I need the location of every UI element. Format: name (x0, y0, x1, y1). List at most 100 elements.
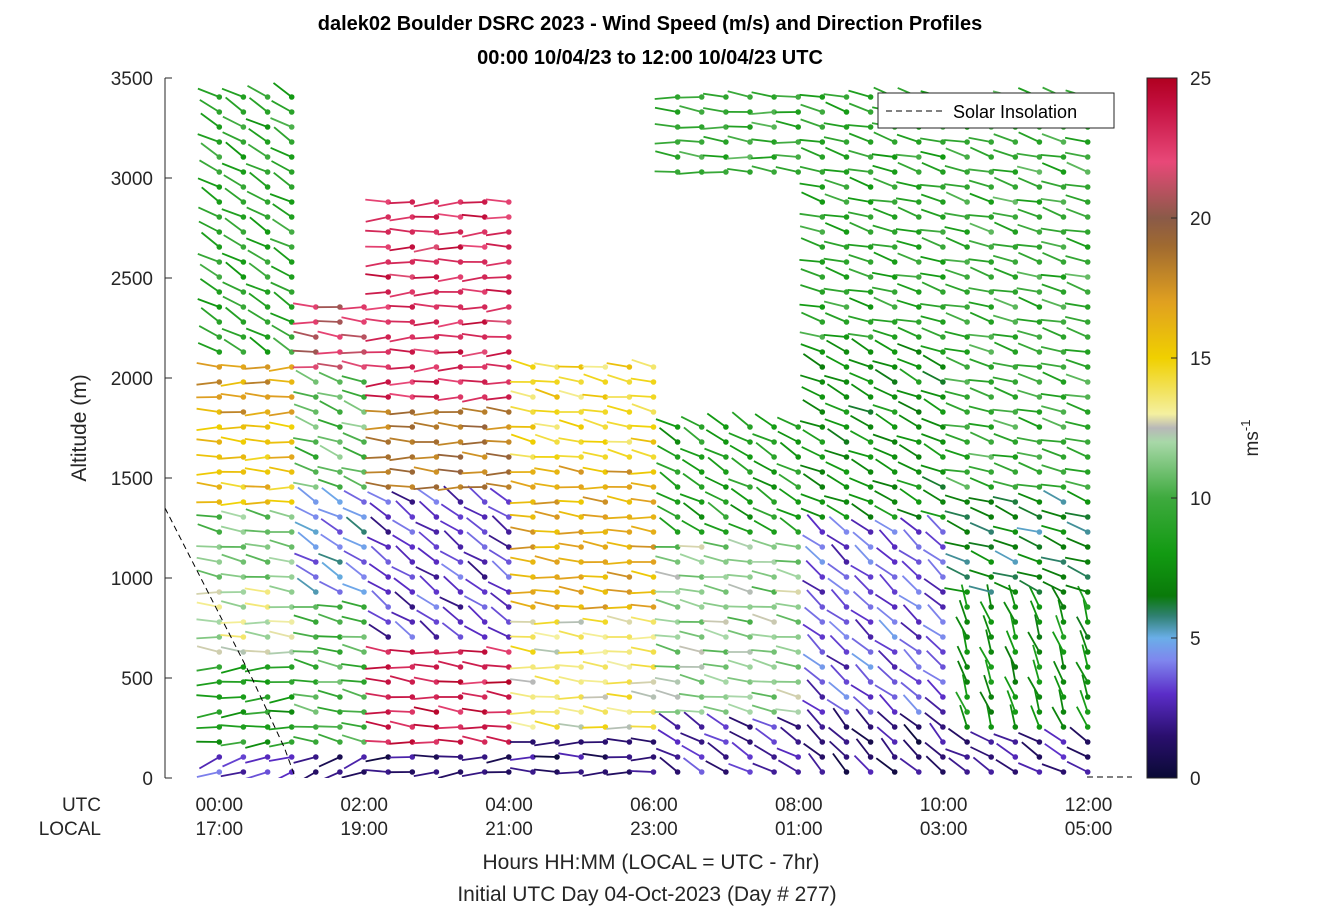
wind-barb-shaft (899, 712, 920, 728)
wind-barb-shaft (993, 733, 1016, 743)
wind-barb-shaft (921, 433, 944, 443)
wind-barb-shaft (992, 571, 1016, 578)
wind-barb-point (626, 769, 633, 775)
wind-barb-shaft (970, 746, 992, 758)
wind-barb-shaft (775, 660, 799, 668)
wind-barb-point (988, 754, 994, 760)
wind-barb-point (554, 424, 560, 430)
wind-barb-point (674, 589, 681, 595)
wind-barb-shaft (656, 462, 678, 473)
wind-barb-point (940, 169, 946, 175)
wind-barb-shaft (631, 403, 654, 413)
wind-barb-point (940, 199, 946, 205)
wind-barb-shaft (802, 534, 823, 548)
wind-barb-shaft (365, 739, 389, 743)
wind-barb-shaft (413, 229, 437, 233)
wind-barb-point (337, 424, 343, 430)
wind-barb-point (506, 499, 512, 505)
wind-barb-shaft (365, 426, 389, 431)
wind-barb-shaft (1019, 579, 1040, 593)
wind-barb-point (1012, 139, 1019, 145)
wind-barb-point (1012, 724, 1019, 730)
wind-barb-shaft (247, 85, 269, 98)
wind-barb-shaft (1064, 512, 1088, 518)
wind-barb-shaft (899, 368, 920, 383)
wind-barb-shaft (944, 139, 968, 143)
wind-barb-point (313, 379, 319, 385)
wind-barb-shaft (823, 495, 847, 503)
wind-barb-shaft (799, 331, 823, 338)
wind-barb-shaft (582, 632, 606, 638)
wind-barb-shaft (775, 708, 799, 713)
wind-barb-shaft (945, 268, 968, 278)
wind-barb-shaft (1018, 296, 1040, 308)
wind-barb-shaft (437, 304, 461, 308)
wind-barb-point (578, 454, 584, 460)
wind-barb-shaft (825, 266, 847, 278)
wind-barb-point (1060, 589, 1067, 595)
wind-barb-point (240, 754, 247, 760)
wind-barb-point (409, 709, 416, 715)
wind-barb-shaft (970, 731, 992, 743)
wind-barb-point (216, 394, 223, 400)
wind-barb-shaft (850, 564, 872, 578)
wind-barb-shaft (268, 575, 292, 578)
wind-barb-point (891, 649, 898, 655)
wind-barb-shaft (485, 664, 509, 668)
wind-barb-point (240, 589, 247, 595)
wind-barb-shaft (220, 510, 244, 518)
wind-barb-shaft (969, 521, 992, 533)
wind-barb-point (578, 589, 584, 595)
wind-barb-point (891, 574, 898, 580)
wind-barb-shaft (365, 198, 389, 203)
wind-barb-shaft (1021, 741, 1040, 758)
wind-barb-shaft (437, 377, 461, 383)
wind-barb-point (867, 544, 874, 550)
wind-barb-shaft (413, 348, 437, 353)
wind-barb-point (964, 484, 970, 490)
wind-barb-shaft (871, 153, 895, 158)
wind-barb-shaft (775, 95, 799, 98)
wind-barb-shaft (606, 660, 630, 668)
wind-barb-shaft (1052, 660, 1065, 683)
wind-barb-point (867, 469, 874, 475)
wind-barb-point (747, 724, 753, 730)
wind-barb-point (578, 544, 584, 550)
wind-barb-shaft (485, 482, 509, 488)
wind-barb-shaft (244, 392, 268, 398)
wind-barb-point (964, 589, 970, 595)
wind-barb-shaft (392, 534, 413, 548)
wind-barb-shaft (196, 471, 220, 476)
wind-barb-point (867, 454, 874, 460)
wind-barb-shaft (921, 236, 944, 248)
wind-barb-shaft (968, 168, 992, 173)
wind-barb-point (819, 649, 826, 655)
wind-barb-point (988, 664, 994, 670)
wind-barb-point (723, 649, 729, 655)
wind-barb-point (457, 454, 464, 460)
wind-barb-shaft (630, 437, 654, 443)
wind-barb-point (819, 259, 826, 265)
wind-barb-point (288, 424, 295, 430)
wind-barb-point (795, 169, 801, 175)
wind-barb-shaft (419, 575, 438, 593)
wind-barb-point (1012, 319, 1019, 325)
wind-barb-point (1060, 634, 1067, 640)
wind-barb-shaft (992, 496, 1016, 503)
wind-barb-shaft (606, 771, 630, 776)
wind-barb-point (602, 499, 609, 505)
wind-barb-point (530, 424, 536, 430)
wind-barb-shaft (992, 254, 1016, 263)
wind-barb-shaft (303, 771, 317, 778)
wind-barb-shaft (389, 246, 413, 252)
wind-barb-shaft (823, 214, 847, 218)
wind-barb-point (578, 634, 584, 640)
wind-barb-shaft (389, 291, 413, 298)
wind-barb-shaft (850, 684, 872, 698)
wind-barb-point (988, 604, 994, 610)
wind-barb-shaft (944, 330, 968, 338)
wind-barb-point (337, 649, 343, 655)
wind-barb-point (988, 274, 994, 280)
wind-barb-shaft (533, 379, 558, 383)
wind-barb-shaft (368, 623, 389, 638)
